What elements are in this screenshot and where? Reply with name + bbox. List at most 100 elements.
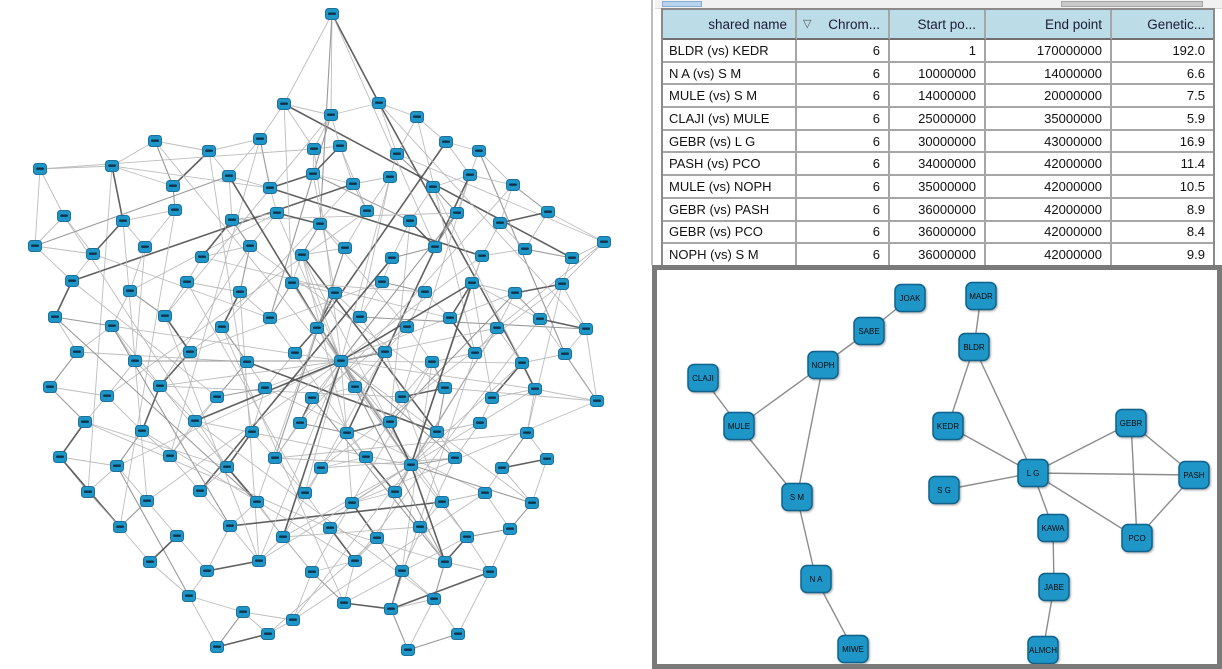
table-row[interactable]: BLDR (vs) KEDR 6 1 170000000 192.0 [663,40,1213,63]
subnetwork-node-almch[interactable]: ALMCH [1027,635,1059,664]
cell-value[interactable]: 6 [797,108,890,131]
cell-value[interactable]: 6 [797,153,890,177]
scrollbar-segment[interactable] [1061,1,1203,7]
cell-value[interactable]: 42000000 [986,198,1112,222]
cell-shared-name[interactable]: N A (vs) S M [663,62,797,86]
network-edge [444,387,598,402]
scrollbar-thumb[interactable] [662,1,702,7]
column-header-3[interactable]: End point [986,10,1112,40]
cell-value[interactable]: 30000000 [890,130,986,154]
subnetwork-node-kawa[interactable]: KAWA [1037,513,1069,543]
cell-shared-name[interactable]: MULE (vs) NOPH [663,176,797,199]
column-header-0[interactable]: shared name [663,10,797,40]
subnetwork-node-joak[interactable]: JOAK [894,283,926,313]
subnetwork-node-label: NOPH [811,361,834,370]
panel-divider[interactable] [651,0,653,265]
subnetwork-node-jabe[interactable]: JABE [1038,572,1070,602]
network-edge [416,116,476,354]
subnetwork-node-miwe[interactable]: MIWE [837,634,869,664]
network-edge [159,385,196,422]
subnetwork-node-n-a[interactable]: N A [800,564,832,594]
cell-shared-name[interactable]: GEBR (vs) PASH [663,198,797,222]
filter-funnel-icon[interactable]: ▽ [803,17,812,30]
cell-shared-name[interactable]: NOPH (vs) S M [663,244,797,267]
subnetwork-node-pash[interactable]: PASH [1178,460,1210,490]
cell-value[interactable]: 42000000 [986,244,1112,267]
cell-value[interactable]: 6 [797,176,890,199]
cell-shared-name[interactable]: PASH (vs) PCO [663,153,797,177]
cell-value[interactable]: 43000000 [986,130,1112,154]
cell-shared-name[interactable]: MULE (vs) S M [663,85,797,109]
cell-value[interactable]: 1 [890,40,986,63]
table-row[interactable]: CLAJI (vs) MULE 6 25000000 35000000 5.9 [663,108,1213,131]
cell-value[interactable]: 6.6 [1112,62,1213,86]
subnetwork-node-pco[interactable]: PCO [1121,523,1153,553]
cell-value[interactable]: 170000000 [986,40,1112,63]
column-header-1[interactable]: ▽ Chrom... [797,10,890,40]
table-row[interactable]: GEBR (vs) L G 6 30000000 43000000 16.9 [663,130,1213,154]
cell-value[interactable]: 6 [797,244,890,267]
cell-value[interactable]: 16.9 [1112,130,1213,154]
cell-value[interactable]: 6 [797,40,890,63]
cell-value[interactable]: 7.5 [1112,85,1213,109]
cell-value[interactable]: 6 [797,221,890,245]
table-row[interactable]: PASH (vs) PCO 6 34000000 42000000 11.4 [663,153,1213,177]
cell-value[interactable]: 36000000 [890,198,986,222]
subnetwork-node-gebr[interactable]: GEBR [1115,408,1147,438]
subnetwork-node-sabe[interactable]: SABE [853,316,885,346]
subnetwork-node-mule[interactable]: MULE [723,411,755,441]
subnetwork-node-s-m[interactable]: S M [781,482,813,512]
cell-value[interactable]: 42000000 [986,153,1112,177]
subnetwork-node-claji[interactable]: CLAJI [687,363,719,393]
column-header-4[interactable]: Genetic... [1112,10,1213,40]
node-label-tiny [341,246,349,249]
subnetwork-node-bldr[interactable]: BLDR [958,332,990,362]
subnetwork-node-label: JABE [1044,583,1064,592]
cell-value[interactable]: 6 [797,85,890,109]
cell-value[interactable]: 42000000 [986,221,1112,245]
node-label-tiny [328,12,336,15]
cell-value[interactable]: 34000000 [890,153,986,177]
network-edge [481,248,526,257]
column-header-2[interactable]: Start po... [890,10,986,40]
cell-value[interactable]: 6 [797,62,890,86]
cell-value[interactable]: 35000000 [890,176,986,199]
network-edge [34,175,230,247]
cell-value[interactable]: 42000000 [986,176,1112,199]
cell-value[interactable]: 36000000 [890,244,986,267]
cell-value[interactable]: 9.9 [1112,244,1213,267]
cell-value[interactable]: 11.4 [1112,153,1213,177]
cell-value[interactable]: 20000000 [986,85,1112,109]
cell-value[interactable]: 5.9 [1112,108,1213,131]
table-row[interactable]: MULE (vs) S M 6 14000000 20000000 7.5 [663,85,1213,109]
cell-shared-name[interactable]: BLDR (vs) KEDR [663,40,797,63]
node-label-tiny [496,221,504,224]
table-row[interactable]: NOPH (vs) S M 6 36000000 42000000 9.9 [663,244,1213,267]
subnetwork-panel[interactable]: JOAK MADR SABE BLDR NOPH CLAJI MULE KEDR GEBR L G… [652,265,1222,669]
cell-shared-name[interactable]: GEBR (vs) PCO [663,221,797,245]
cell-value[interactable]: 36000000 [890,221,986,245]
overview-network-panel[interactable] [0,0,652,669]
cell-value[interactable]: 8.4 [1112,221,1213,245]
subnetwork-node-s-g[interactable]: S G [928,475,960,505]
cell-value[interactable]: 6 [797,130,890,154]
subnetwork-node-madr[interactable]: MADR [965,281,997,311]
cell-value[interactable]: 6 [797,198,890,222]
subnetwork-node-l-g[interactable]: L G [1017,458,1049,488]
cell-value[interactable]: 8.9 [1112,198,1213,222]
cell-value[interactable]: 25000000 [890,108,986,131]
table-row[interactable]: MULE (vs) NOPH 6 35000000 42000000 10.5 [663,176,1213,199]
cell-value[interactable]: 10000000 [890,62,986,86]
cell-shared-name[interactable]: GEBR (vs) L G [663,130,797,154]
cell-value[interactable]: 14000000 [986,62,1112,86]
cell-value[interactable]: 192.0 [1112,40,1213,63]
cell-shared-name[interactable]: CLAJI (vs) MULE [663,108,797,131]
subnetwork-node-kedr[interactable]: KEDR [932,411,964,441]
cell-value[interactable]: 35000000 [986,108,1112,131]
cell-value[interactable]: 14000000 [890,85,986,109]
table-row[interactable]: GEBR (vs) PCO 6 36000000 42000000 8.4 [663,221,1213,245]
table-row[interactable]: GEBR (vs) PASH 6 36000000 42000000 8.9 [663,198,1213,222]
cell-value[interactable]: 10.5 [1112,176,1213,199]
table-row[interactable]: N A (vs) S M 6 10000000 14000000 6.6 [663,62,1213,86]
subnetwork-node-noph[interactable]: NOPH [807,350,839,380]
